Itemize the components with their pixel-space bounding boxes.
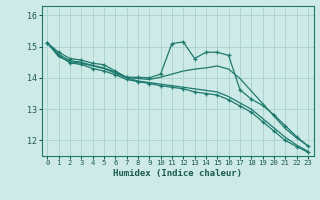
X-axis label: Humidex (Indice chaleur): Humidex (Indice chaleur): [113, 169, 242, 178]
